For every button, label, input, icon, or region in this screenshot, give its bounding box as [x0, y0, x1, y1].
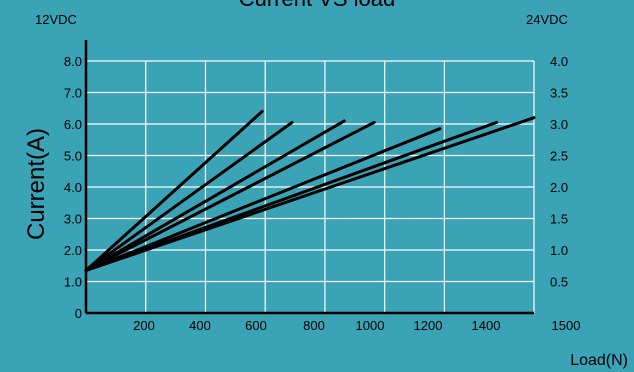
y2-tick-label: 1.0: [550, 243, 568, 258]
x-tick-label: 600: [245, 318, 267, 333]
left-axis-caption: 12VDC: [35, 12, 77, 27]
y-tick-label: 7.0: [64, 86, 82, 101]
y-tick-label: 5.0: [64, 149, 82, 164]
grid: [86, 60, 535, 313]
y2-tick-label: 2.0: [550, 180, 568, 195]
x-tick-label: 400: [189, 318, 211, 333]
y2-tick-label: 4.0: [550, 54, 568, 69]
x-tick-label: 800: [303, 318, 325, 333]
y-tick-label: 4.0: [64, 180, 82, 195]
y2-tick-label: 3.0: [550, 117, 568, 132]
x-tick-label: 1400: [472, 318, 501, 333]
axes: [84, 40, 534, 315]
y-axis-label: Current(A): [23, 128, 50, 240]
chart-title: Current VS load: [239, 0, 396, 11]
y-tick-label: 0: [75, 306, 82, 321]
series-line-2: [84, 120, 294, 272]
y-tick-label: 6.0: [64, 117, 82, 132]
x-tick-label: 1200: [414, 318, 443, 333]
right-axis-caption: 24VDC: [526, 12, 568, 27]
series-line-3: [84, 119, 346, 272]
y2-tick-label: 2.5: [550, 149, 568, 164]
series-line-4: [84, 120, 376, 272]
x-axis-label: Load(N): [570, 352, 628, 369]
y-tick-label: 1.0: [64, 275, 82, 290]
y2-tick-label: 1.5: [550, 212, 568, 227]
y2-tick-label: 3.5: [550, 86, 568, 101]
series-lines: [84, 109, 536, 272]
series-line-7: [84, 116, 536, 272]
x-tick-label: 200: [133, 318, 155, 333]
y-tick-label: 3.0: [64, 212, 82, 227]
series-line-1: [84, 109, 264, 272]
y-tick-label: 2.0: [64, 243, 82, 258]
series-line-5: [84, 127, 442, 272]
y2-tick-label: 0.5: [550, 275, 568, 290]
y-tick-label: 8.0: [64, 54, 82, 69]
tick-labels: 0 1.0 2.0 3.0 4.0 5.0 6.0 7.0 8.0 0.5 1.0 1.5 2.0 2.5…: [64, 54, 581, 333]
x-tick-label: 1000: [356, 318, 385, 333]
x-tick-label: 1500: [552, 318, 581, 333]
